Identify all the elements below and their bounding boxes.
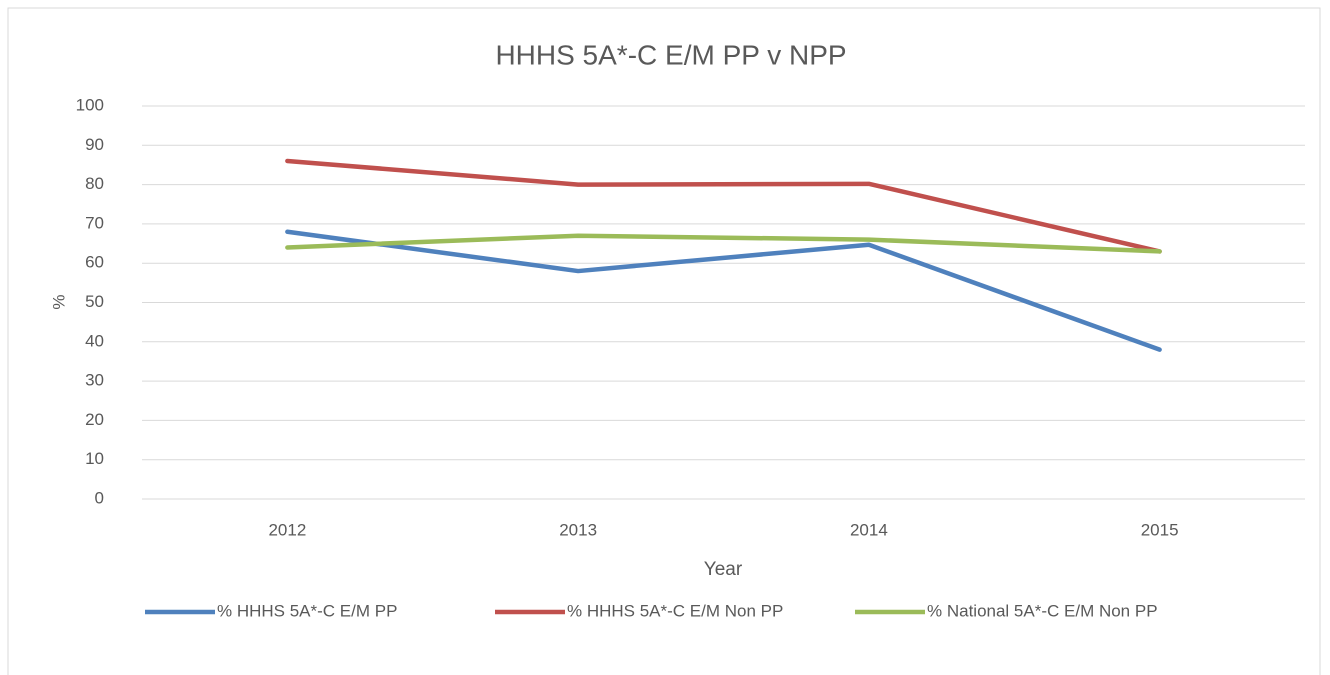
x-tick-label: 2012 xyxy=(268,520,306,539)
y-axis-label: % xyxy=(49,294,68,309)
x-axis-label: Year xyxy=(704,559,743,580)
y-tick-label: 30 xyxy=(85,371,104,390)
chart-title: HHHS 5A*-C E/M PP v NPP xyxy=(495,39,846,70)
y-tick-label: 50 xyxy=(85,292,104,311)
y-tick-label: 90 xyxy=(85,135,104,154)
series-line xyxy=(285,233,1162,254)
y-tick-label: 80 xyxy=(85,174,104,193)
y-tick-label: 100 xyxy=(76,95,104,114)
x-tick-label: 2013 xyxy=(559,520,597,539)
x-tick-label: 2015 xyxy=(1141,520,1179,539)
series-line xyxy=(285,229,1162,352)
legend-label: % HHHS 5A*-C E/M PP xyxy=(217,601,397,620)
series-line xyxy=(285,158,1162,254)
y-tick-label: 60 xyxy=(85,253,104,272)
y-tick-label: 0 xyxy=(95,488,104,507)
x-tick-label: 2014 xyxy=(850,520,888,539)
y-tick-label: 40 xyxy=(85,331,104,350)
y-tick-label: 70 xyxy=(85,213,104,232)
legend-label: % HHHS 5A*-C E/M Non PP xyxy=(567,601,783,620)
y-tick-label: 10 xyxy=(85,449,104,468)
y-tick-label: 20 xyxy=(85,410,104,429)
legend-label: % National 5A*-C E/M Non PP xyxy=(927,601,1158,620)
